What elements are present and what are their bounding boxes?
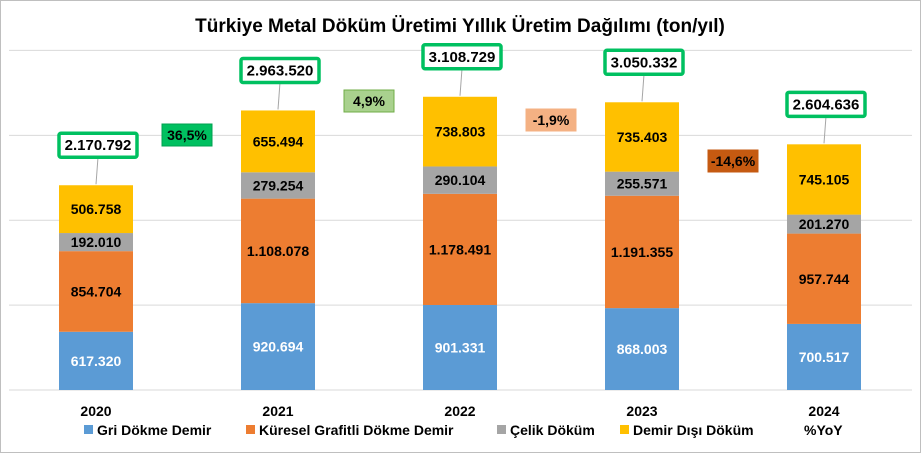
- legend-entry: Küresel Grafitli Dökme Demir: [259, 422, 454, 438]
- data-label: 1.178.491: [429, 241, 491, 257]
- leader-line: [459, 68, 463, 96]
- total-label-box: [785, 90, 867, 119]
- bar-segment: [423, 193, 497, 305]
- bar-segment: [59, 185, 133, 234]
- yoy-label-box: [343, 89, 395, 113]
- yoy-label: -14,6%: [711, 153, 756, 169]
- yoy-label-box: [525, 108, 577, 132]
- x-tick-label: 2023: [626, 403, 657, 419]
- leader-line: [823, 116, 827, 144]
- x-tick-label: 2022: [444, 403, 475, 419]
- data-label: 745.105: [799, 171, 850, 187]
- total-label: 3.050.332: [611, 54, 678, 71]
- leader-line: [641, 74, 645, 102]
- bar-segment: [241, 172, 315, 199]
- data-label: 192.010: [71, 234, 122, 250]
- leader-line: [95, 157, 99, 185]
- bar-segment: [423, 166, 497, 194]
- bar-segment: [787, 233, 861, 324]
- legend-entry: Demir Dışı Döküm: [633, 422, 754, 438]
- data-label: 920.694: [253, 339, 304, 355]
- data-label: 201.270: [799, 216, 850, 232]
- x-tick-label: 2020: [80, 403, 111, 419]
- total-label: 3.108.729: [429, 49, 496, 66]
- yoy-label: 4,9%: [353, 93, 385, 109]
- bar-segment: [787, 323, 861, 390]
- bar-segment: [423, 304, 497, 390]
- bar-segment: [605, 195, 679, 309]
- data-label: 854.704: [71, 283, 122, 299]
- data-label: 506.758: [71, 201, 122, 217]
- legend-swatch: [246, 425, 255, 434]
- data-label: 290.104: [435, 172, 486, 188]
- data-label: 617.320: [71, 353, 122, 369]
- legend-entry: %YoY: [804, 422, 843, 438]
- data-label: 1.108.078: [247, 243, 309, 259]
- yoy-label-box: [161, 123, 213, 147]
- total-labels: 2.170.792 2.963.520 3.108.729 3.050.332 2.60…: [57, 43, 867, 185]
- bars: 617.320 854.704 192.010 506.758 920.694 1.108…: [59, 96, 861, 390]
- bar-segment: [605, 102, 679, 172]
- yoy-label: -1,9%: [533, 112, 570, 128]
- bar-segment: [59, 233, 133, 252]
- x-tick-label: 2024: [808, 403, 839, 419]
- bar-segment: [241, 303, 315, 390]
- total-label: 2.170.792: [65, 137, 132, 154]
- legend-swatch: [84, 425, 93, 434]
- data-label: 1.191.355: [611, 244, 673, 260]
- bar-segment: [241, 198, 315, 304]
- data-label: 700.517: [799, 349, 850, 365]
- legend-entry: Gri Dökme Demir: [97, 422, 212, 438]
- data-label: 279.254: [253, 177, 304, 193]
- data-label: 735.403: [617, 129, 668, 145]
- yoy-label-box: [707, 149, 759, 173]
- yoy-label: 36,5%: [167, 127, 207, 143]
- data-label: 868.003: [617, 341, 668, 357]
- bar-segment: [605, 171, 679, 196]
- data-label: 738.803: [435, 124, 486, 140]
- yoy-labels: 36,5% 4,9% -1,9% -14,6%: [161, 89, 759, 173]
- legend-swatch: [497, 425, 506, 434]
- bar-segment: [241, 110, 315, 173]
- x-tick-label: 2021: [262, 403, 293, 419]
- bar-segment: [423, 96, 497, 167]
- bar-segment: [787, 144, 861, 215]
- data-label: 957.744: [799, 271, 850, 287]
- x-axis: 2020 2021 2022 2023 2024: [80, 403, 839, 419]
- data-label: 901.331: [435, 339, 486, 355]
- bar-segment: [59, 251, 133, 332]
- total-label-box: [603, 48, 685, 77]
- leader-line: [277, 82, 281, 110]
- total-label-box: [57, 131, 139, 159]
- bar-segment: [605, 308, 679, 390]
- total-label-box: [421, 43, 503, 71]
- legend-swatch: [620, 425, 629, 434]
- data-label: 655.494: [253, 133, 304, 149]
- total-label: 2.963.520: [247, 62, 314, 79]
- bar-segment: [59, 331, 133, 390]
- total-label-box: [239, 56, 321, 85]
- chart-title: Türkiye Metal Döküm Üretimi Yıllık Üreti…: [195, 16, 725, 37]
- legend-entry: Çelik Döküm: [510, 422, 595, 438]
- legend: Gri Dökme Demir Küresel Grafitli Dökme De…: [84, 422, 843, 438]
- total-label: 2.604.636: [793, 96, 860, 113]
- bar-segment: [787, 214, 861, 234]
- data-label: 255.571: [617, 176, 668, 192]
